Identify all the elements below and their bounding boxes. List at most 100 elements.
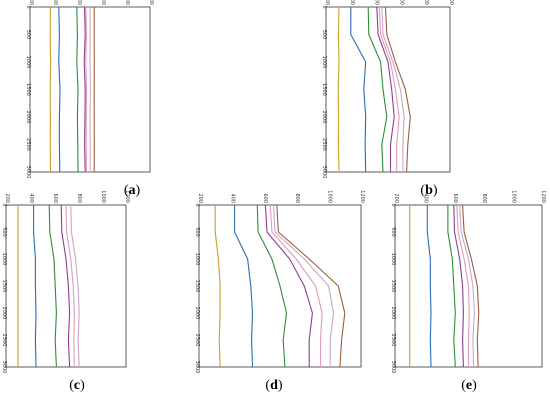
y-tick-label: 1500 (1, 280, 7, 293)
x-tick-label: 1000 (100, 190, 106, 203)
y-tick-label: 3000 (390, 361, 396, 374)
series-line-4 (83, 6, 86, 173)
x-tick-label: 1200 (448, 0, 454, 5)
x-tick-label: 800 (481, 193, 487, 203)
caption-e: (e) (449, 378, 489, 394)
x-tick-label: 200 (4, 193, 10, 203)
y-tick-label: 500 (25, 30, 31, 40)
chart-e-svg: 200 400 600 800 1000 1200 0 500 1000 1500 2000 2500… (390, 190, 546, 373)
y-tick-label: 2500 (321, 138, 327, 151)
series-line-3 (76, 6, 79, 173)
x-tick-label: 800 (100, 0, 106, 5)
x-tick-label: 400 (422, 193, 428, 203)
y-tick-label: 3000 (1, 361, 7, 374)
series-line-4 (376, 6, 395, 172)
chart-a-svg: 200 400 600 800 1000 1200 0 500 1000 1500 2000 2500… (25, 0, 154, 178)
caption-c: (c) (57, 378, 97, 394)
series-line-2 (234, 205, 254, 368)
y-tick-label: 1500 (25, 83, 31, 96)
series-line-2 (350, 7, 367, 173)
series-line-6 (70, 204, 80, 368)
x-tick-label: 600 (76, 0, 82, 5)
x-tick-label: 400 (52, 0, 58, 5)
chart-d-svg: 200 400 600 800 1000 1200 0 500 1000 1500 2000 2500… (194, 190, 365, 373)
caption-e-letter: e (465, 378, 473, 393)
y-tick-label: 2500 (1, 334, 7, 347)
caption-d-open: ( (265, 378, 271, 393)
y-tick-label: 1000 (194, 253, 200, 266)
y-tick-label: 3000 (194, 361, 200, 374)
y-tick-label: 2000 (194, 307, 200, 320)
x-tick-label: 600 (452, 193, 458, 203)
x-tick-label: 1000 (423, 0, 429, 5)
x-tick-label: 1000 (124, 0, 130, 5)
caption-b-open: ( (420, 183, 426, 198)
chart-c-svg: 200 400 600 800 1000 1200 0 500 1000 1500 2000 2500… (1, 190, 130, 373)
y-tick-label: 1000 (1, 253, 7, 266)
x-tick-label: 600 (374, 0, 380, 5)
series-line-4 (453, 204, 464, 368)
series-line-7 (384, 6, 411, 173)
caption-b-letter: b (425, 183, 433, 198)
chart-b-svg: 200 400 600 800 1000 1200 0 500 1000 1500 2000 2500… (321, 0, 454, 178)
y-tick-label: 3000 (25, 166, 31, 179)
caption-a: (a) (112, 183, 152, 199)
series-line-3 (48, 204, 57, 368)
caption-a-open: ( (123, 183, 129, 198)
x-tick-label: 1200 (148, 0, 154, 5)
plot-frame (325, 6, 451, 173)
x-tick-label: 800 (398, 0, 404, 5)
series-line-5 (85, 6, 88, 173)
series-line-1 (337, 6, 340, 173)
series-line-1 (214, 205, 221, 368)
y-tick-label: 2000 (1, 307, 7, 320)
x-tick-label: 800 (76, 193, 82, 203)
x-tick-label: 1000 (511, 190, 517, 203)
y-tick-label: 2500 (194, 334, 200, 347)
caption-d-letter: d (270, 378, 278, 393)
x-tick-label: 1000 (327, 190, 333, 203)
series-line-7 (276, 204, 346, 368)
series-line-6 (272, 204, 335, 367)
x-tick-label: 1200 (359, 190, 365, 203)
caption-e-close: ) (472, 378, 477, 393)
y-tick-label: 500 (390, 227, 396, 237)
y-tick-label: 1500 (194, 280, 200, 293)
y-tick-label: 500 (321, 30, 327, 40)
series-line-5 (65, 204, 75, 368)
caption-d-close: ) (277, 378, 283, 393)
x-tick-label: 600 (262, 193, 268, 203)
y-tick-label: 0 (321, 5, 327, 8)
y-tick-label: 1000 (321, 56, 327, 69)
caption-b-close: ) (432, 183, 438, 198)
x-tick-label: 200 (28, 0, 34, 5)
y-tick-label: 0 (1, 203, 7, 206)
series-line-2 (426, 205, 432, 368)
y-tick-label: 1500 (390, 280, 396, 293)
x-tick-label: 800 (294, 193, 300, 203)
series-line-5 (378, 6, 400, 172)
y-tick-label: 0 (25, 5, 31, 8)
x-tick-label: 400 (349, 0, 355, 5)
x-tick-label: 1200 (124, 190, 130, 203)
x-tick-label: 200 (324, 0, 330, 5)
x-tick-label: 400 (229, 193, 235, 203)
y-tick-label: 1000 (25, 56, 31, 69)
series-line-2 (58, 6, 61, 173)
y-tick-label: 2500 (390, 334, 396, 347)
y-tick-label: 0 (390, 203, 396, 206)
y-tick-label: 2500 (25, 138, 31, 151)
series-line-6 (381, 6, 405, 172)
series-line-3 (256, 204, 288, 368)
caption-b: (b) (409, 183, 449, 199)
y-tick-label: 0 (194, 203, 200, 206)
series-line-4 (264, 204, 313, 367)
y-tick-label: 500 (194, 227, 200, 237)
y-tick-label: 1000 (390, 253, 396, 266)
y-tick-label: 2000 (390, 307, 396, 320)
series-line-3 (447, 205, 456, 368)
series-line-4 (60, 204, 71, 368)
series-line-3 (367, 6, 388, 173)
caption-c-open: ( (69, 378, 74, 393)
caption-a-close: ) (135, 183, 141, 198)
